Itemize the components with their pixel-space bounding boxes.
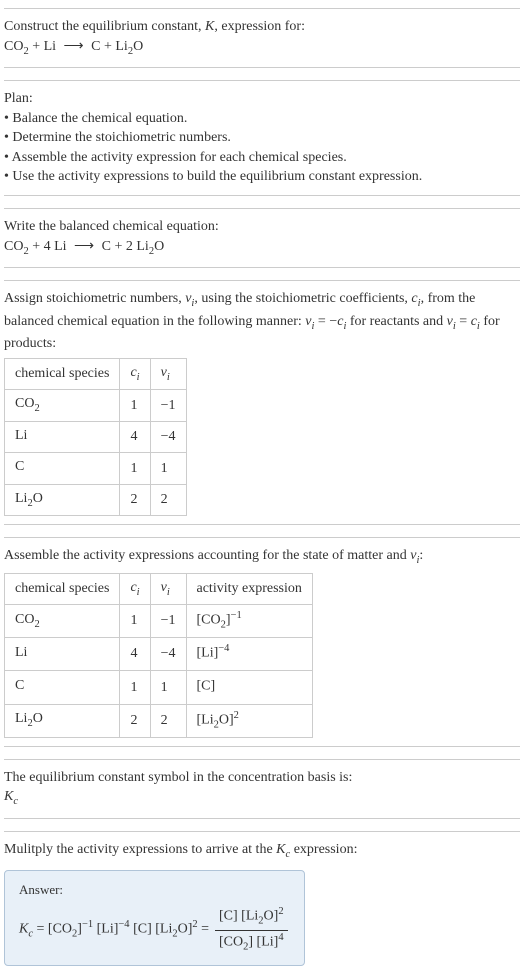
answer-formula: Kc = [CO2]−1 [Li]−4 [C] [Li2O]2 = [C] [L… — [19, 905, 290, 954]
col-activity: activity expression — [186, 573, 312, 604]
answer-label: Answer: — [19, 881, 290, 899]
table-header-row: chemical species ci νi — [5, 358, 187, 389]
answer-box: Answer: Kc = [CO2]−1 [Li]−4 [C] [Li2O]2 … — [4, 870, 305, 965]
intro-K: K — [205, 19, 214, 34]
symbol-kc: Kc — [4, 787, 520, 809]
plan-title: Plan: — [4, 89, 520, 109]
stoich-text: Assign stoichiometric numbers, νi, using… — [4, 289, 520, 354]
plan-item: • Assemble the activity expression for e… — [4, 148, 520, 168]
answer-fraction: [C] [Li2O]2 [CO2] [Li]4 — [215, 905, 288, 954]
multiply-section: Mulitply the activity expressions to arr… — [4, 831, 520, 966]
activity-text: Assemble the activity expressions accoun… — [4, 546, 520, 568]
plan-item: • Determine the stoichiometric numbers. — [4, 128, 520, 148]
table-row: C 1 1 — [5, 453, 187, 484]
arrow-icon: ⟶ — [64, 37, 84, 57]
col-vi: νi — [150, 573, 186, 604]
table-row: Li 4 −4 — [5, 421, 187, 452]
table-header-row: chemical species ci νi activity expressi… — [5, 573, 313, 604]
stoich-section: Assign stoichiometric numbers, νi, using… — [4, 280, 520, 525]
col-vi: νi — [150, 358, 186, 389]
intro-line1: Construct the equilibrium constant, — [4, 19, 205, 34]
col-species: chemical species — [5, 573, 120, 604]
activity-table: chemical species ci νi activity expressi… — [4, 573, 313, 738]
table-row: CO2 1 −1 — [5, 390, 187, 421]
table-row: C 1 1 [C] — [5, 671, 313, 704]
intro-equation: CO2 + Li ⟶ C + Li2O — [4, 37, 520, 59]
balanced-equation: CO2 + 4 Li ⟶ C + 2 Li2O — [4, 237, 520, 259]
table-row: CO2 1 −1 [CO2]−1 — [5, 605, 313, 638]
table-row: Li2O 2 2 — [5, 484, 187, 515]
symbol-text: The equilibrium constant symbol in the c… — [4, 768, 520, 788]
table-row: Li 4 −4 [Li]−4 — [5, 638, 313, 671]
col-species: chemical species — [5, 358, 120, 389]
arrow-icon: ⟶ — [74, 237, 94, 257]
balanced-title: Write the balanced chemical equation: — [4, 217, 520, 237]
intro-text: Construct the equilibrium constant, K, e… — [4, 17, 520, 37]
plan-item: • Use the activity expressions to build … — [4, 167, 520, 187]
activity-section: Assemble the activity expressions accoun… — [4, 537, 520, 747]
plan-section: Plan: • Balance the chemical equation. •… — [4, 80, 520, 196]
col-ci: ci — [120, 358, 150, 389]
table-row: Li2O 2 2 [Li2O]2 — [5, 704, 313, 737]
intro-line1b: , expression for: — [214, 19, 305, 34]
stoich-table: chemical species ci νi CO2 1 −1 Li 4 −4 … — [4, 358, 187, 516]
multiply-text: Mulitply the activity expressions to arr… — [4, 840, 520, 862]
plan-item: • Balance the chemical equation. — [4, 109, 520, 129]
balanced-section: Write the balanced chemical equation: CO… — [4, 208, 520, 268]
col-ci: ci — [120, 573, 150, 604]
intro-section: Construct the equilibrium constant, K, e… — [4, 8, 520, 68]
symbol-section: The equilibrium constant symbol in the c… — [4, 759, 520, 819]
